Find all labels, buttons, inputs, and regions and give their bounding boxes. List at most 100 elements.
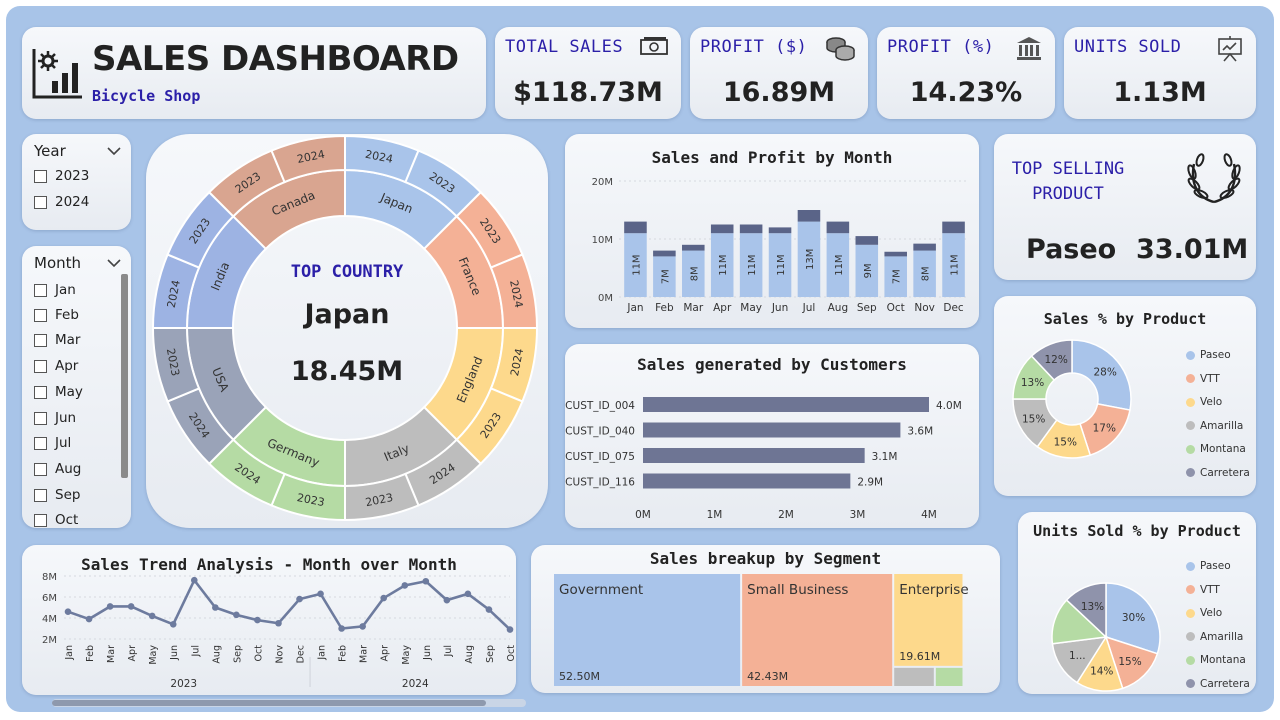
scrollbar[interactable] (121, 274, 128, 478)
y-tick-label: 8M (42, 572, 57, 583)
profit-bar (797, 210, 821, 222)
checkbox[interactable] (34, 411, 47, 425)
legend-item[interactable]: Amarilla (1186, 631, 1243, 643)
y-tick-label: 2M (42, 635, 57, 646)
sunburst-year-label: 2023 (296, 491, 326, 509)
sales-bar (797, 221, 821, 297)
checkbox[interactable] (34, 333, 47, 347)
trend-point (506, 626, 514, 633)
x-tick-label: 1M (707, 509, 723, 521)
legend-item[interactable]: Amarilla (1186, 420, 1243, 432)
year-option-2023[interactable]: 2023 (34, 168, 89, 184)
month-option[interactable]: Apr (34, 358, 78, 374)
x-tick-label: Oct (253, 645, 264, 662)
pie-data-label: 15% (1054, 436, 1077, 448)
checkbox[interactable] (34, 436, 47, 450)
profit-bar (855, 236, 879, 245)
x-tick-label: Nov (914, 302, 935, 314)
customer-bar (643, 473, 851, 489)
bar-data-label: 7M (892, 269, 903, 284)
x-tick-label: Mar (359, 645, 370, 663)
month-option[interactable]: Jan (34, 282, 76, 298)
legend-item[interactable]: VTT (1186, 373, 1220, 385)
sales-bar (826, 233, 850, 297)
legend-item[interactable]: Carretera (1186, 678, 1250, 690)
month-option[interactable]: Mar (34, 332, 80, 348)
sales-bar (739, 233, 763, 297)
pie-data-label: 13% (1081, 601, 1104, 613)
legend-item[interactable]: Montana (1186, 443, 1246, 455)
checkbox[interactable] (34, 385, 47, 399)
legend-item[interactable]: Velo (1186, 396, 1222, 408)
sunburst-year-label: 2024 (165, 279, 183, 309)
checkbox[interactable] (34, 488, 47, 502)
month-option[interactable]: Oct (34, 512, 78, 528)
month-option[interactable]: Aug (34, 461, 81, 477)
month-option[interactable]: May (34, 384, 83, 400)
legend-swatch (1186, 608, 1195, 618)
legend-item[interactable]: Paseo (1186, 560, 1231, 572)
customers-card: Sales generated by Customers CUST_ID_004… (565, 344, 979, 528)
legend-item[interactable]: Paseo (1186, 349, 1231, 361)
profit-bar (682, 244, 705, 251)
month-option[interactable]: Jul (34, 435, 71, 451)
option-label: Jun (55, 410, 77, 426)
sunburst-year-segment (270, 134, 346, 184)
top-country-card: Japan 2024 2023 France 2023 2024 England 2024 20… (146, 134, 548, 528)
presentation-icon (1218, 36, 1242, 62)
checkbox[interactable] (34, 169, 47, 183)
checkbox[interactable] (34, 359, 47, 373)
horizontal-scrollbar[interactable] (52, 699, 526, 707)
pie-data-label: 13% (1021, 377, 1044, 389)
option-label: Aug (55, 461, 82, 477)
legend-item[interactable]: VTT (1186, 584, 1220, 596)
legend-label: Amarilla (1200, 630, 1244, 643)
customer-label: CUST_ID_040 (565, 426, 635, 438)
sales-pct-donut: 28% 17% 15% 15% 13%12% (1012, 339, 1132, 459)
bar-data-label: 7M (660, 269, 671, 284)
trend-point (85, 615, 93, 623)
customer-bar-chart: CUST_ID_004 4.0M CUST_ID_040 3.6M CUST_ID_07… (565, 397, 962, 521)
month-option[interactable]: Sep (34, 487, 80, 503)
checkbox[interactable] (34, 513, 47, 527)
sales-trend-line-chart: 8M 6M 4M 2M Jan Feb Mar Apr May Jun Jul Aug Sep Oct No… (42, 572, 516, 690)
x-tick-label: 3M (850, 509, 866, 521)
sales-bar (884, 256, 907, 297)
x-tick-label: Jun (169, 645, 180, 661)
legend-item[interactable]: Montana (1186, 654, 1246, 666)
legend-item[interactable]: Velo (1186, 607, 1222, 619)
bar-data-label: 2.9M (857, 477, 883, 489)
scrollbar-thumb[interactable] (52, 700, 486, 706)
year-label: 2023 (170, 678, 197, 690)
trend-point (169, 621, 177, 628)
x-tick-label: Dec (296, 645, 307, 663)
checkbox[interactable] (34, 195, 47, 209)
x-tick-label: Feb (338, 645, 349, 662)
x-tick-label: May (401, 645, 412, 665)
month-option[interactable]: Jun (34, 410, 76, 426)
legend-swatch (1186, 350, 1195, 360)
chevron-down-icon[interactable] (107, 258, 121, 268)
legend-item[interactable]: Carretera (1186, 467, 1250, 479)
customer-label: CUST_ID_075 (565, 451, 635, 463)
option-label: May (55, 384, 83, 400)
month-slicer: Month Jan Feb Mar Apr May Jun Jul Aug Se… (22, 246, 131, 528)
kpi-title: TOTAL SALES (505, 37, 624, 57)
segment-block-small (894, 667, 934, 686)
sales-bar (942, 233, 965, 297)
sales-bar (913, 250, 936, 297)
chevron-down-icon[interactable] (107, 146, 121, 156)
checkbox[interactable] (34, 308, 47, 322)
year-label: 2024 (402, 678, 429, 690)
month-slicer-title: Month (34, 254, 82, 272)
checkbox[interactable] (34, 283, 47, 297)
month-option[interactable]: Feb (34, 307, 79, 323)
trend-point (212, 604, 219, 611)
legend-label: Paseo (1200, 560, 1231, 572)
kpi-value: $118.73M (513, 77, 663, 108)
checkbox[interactable] (34, 462, 47, 476)
x-tick-label: Sep (232, 645, 243, 663)
year-option-2024[interactable]: 2024 (34, 194, 89, 210)
page-title: SALES DASHBOARD (92, 39, 459, 79)
customer-bar (643, 422, 901, 438)
